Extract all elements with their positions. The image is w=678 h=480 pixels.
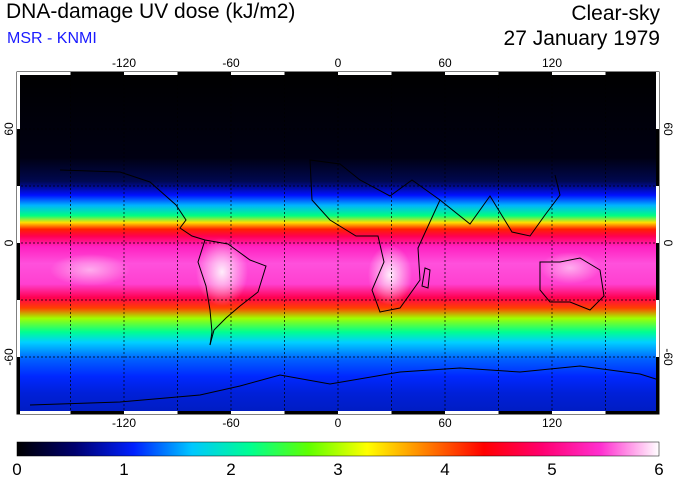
frame-bar-right bbox=[656, 300, 659, 357]
north-america-coast bbox=[59, 169, 206, 241]
africa-hotspot bbox=[368, 245, 412, 305]
frame-bar-bottom bbox=[498, 411, 552, 414]
frame-bar-top bbox=[231, 72, 285, 75]
gridlines bbox=[17, 72, 659, 414]
frame-bars bbox=[17, 72, 659, 414]
lon-tick-label-bottom: -60 bbox=[222, 416, 240, 430]
frame-bar-right bbox=[656, 129, 659, 186]
colorbar-tick-label: 2 bbox=[226, 460, 235, 479]
frame-bar-right bbox=[656, 243, 659, 300]
antarctica-coast bbox=[29, 365, 660, 406]
colorbar-labels: 0 1 2 3 4 5 6 bbox=[12, 460, 663, 479]
source-label: MSR - KNMI bbox=[7, 30, 97, 47]
europe-africa-coast bbox=[309, 159, 441, 313]
frame-bar-bottom bbox=[338, 411, 392, 414]
frame-bar-top bbox=[498, 72, 552, 75]
frame-bar-bottom bbox=[284, 411, 338, 414]
frame-bar-bottom bbox=[391, 411, 445, 414]
colorbar-tick-label: 6 bbox=[654, 460, 663, 479]
lon-tick-label-bottom: 60 bbox=[438, 416, 452, 430]
frame-bar-top bbox=[284, 72, 338, 75]
frame-bar-bottom bbox=[445, 411, 499, 414]
south-america-hotspot bbox=[196, 238, 248, 306]
colorbar bbox=[16, 441, 660, 457]
south-america-west-coast bbox=[197, 239, 213, 346]
frame-bar-top bbox=[552, 72, 606, 75]
lon-tick-label-bottom: 0 bbox=[335, 416, 342, 430]
frame-bar-left bbox=[17, 243, 20, 300]
lat-tick-label-right: -60 bbox=[661, 348, 675, 366]
coastlines bbox=[29, 159, 660, 406]
madagascar-coast bbox=[421, 267, 431, 289]
frame-bar-top bbox=[445, 72, 499, 75]
frame-bar-right bbox=[656, 72, 659, 129]
frame-bar-bottom bbox=[552, 411, 606, 414]
colorbar-tick-label: 0 bbox=[12, 460, 21, 479]
colorbar-tick-label: 4 bbox=[440, 460, 449, 479]
tick-labels: -120 -120 -60 -60 0 0 60 60 120 120 60 60 0 0 -60 -60 bbox=[2, 56, 675, 430]
frame-bar-right bbox=[656, 186, 659, 243]
asia-coast bbox=[439, 174, 561, 237]
frame-bar-top bbox=[391, 72, 445, 75]
lon-tick-label-top: 120 bbox=[542, 56, 562, 70]
lat-tick-label-left: 60 bbox=[2, 122, 16, 136]
frame-bar-bottom bbox=[177, 411, 231, 414]
frame-bar-top bbox=[70, 72, 124, 75]
colorbar-tick-label: 3 bbox=[333, 460, 342, 479]
south-america-coast bbox=[204, 239, 267, 346]
frame-bar-left bbox=[17, 186, 20, 243]
frame-bar-right bbox=[656, 357, 659, 414]
lon-tick-label-bottom: 120 bbox=[542, 416, 562, 430]
frame-bar-bottom bbox=[17, 411, 71, 414]
map-title: DNA-damage UV dose (kJ/m2) bbox=[6, 0, 296, 23]
frame-bar-bottom bbox=[70, 411, 124, 414]
lon-tick-label-top: 60 bbox=[438, 56, 452, 70]
lat-tick-label-right: 0 bbox=[661, 240, 675, 247]
lon-tick-label-top: -120 bbox=[112, 56, 136, 70]
lon-tick-label-top: 0 bbox=[335, 56, 342, 70]
frame-bar-left bbox=[17, 300, 20, 357]
frame-bar-top bbox=[177, 72, 231, 75]
australia-hotspot bbox=[540, 252, 600, 284]
australia-coast bbox=[539, 257, 605, 311]
frame-bar-top bbox=[17, 72, 71, 75]
colorbar-tick-label: 5 bbox=[547, 460, 556, 479]
lat-tick-label-left: 0 bbox=[2, 239, 16, 246]
colorbar-tick-label: 1 bbox=[119, 460, 128, 479]
frame-bar-left bbox=[17, 357, 20, 414]
lat-tick-label-left: -60 bbox=[2, 348, 16, 366]
pacific-hotspot bbox=[50, 254, 130, 286]
lat-tick-label-right: 60 bbox=[661, 122, 675, 136]
frame-bar-top bbox=[124, 72, 178, 75]
date-label: 27 January 1979 bbox=[503, 27, 660, 50]
lon-tick-label-bottom: -120 bbox=[112, 416, 136, 430]
frame-bar-left bbox=[17, 129, 20, 186]
frame-bar-top bbox=[338, 72, 392, 75]
frame-bar-top bbox=[605, 72, 659, 75]
lon-tick-label-top: -60 bbox=[222, 56, 240, 70]
frame-bar-left bbox=[17, 72, 20, 129]
frame-bar-bottom bbox=[124, 411, 178, 414]
frame-bar-bottom bbox=[231, 411, 285, 414]
frame-bar-bottom bbox=[605, 411, 659, 414]
sky-condition-label: Clear-sky bbox=[571, 2, 660, 25]
